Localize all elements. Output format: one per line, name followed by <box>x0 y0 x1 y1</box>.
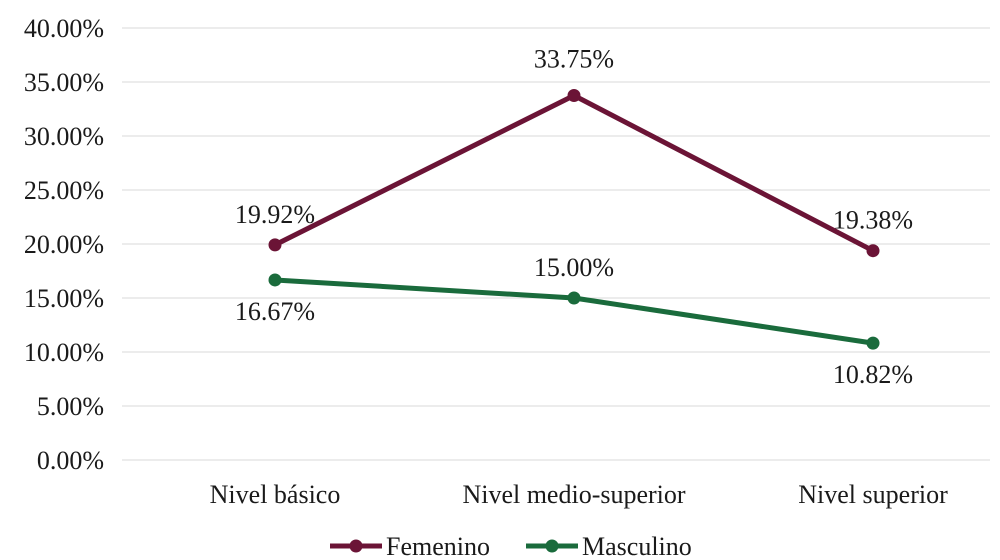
series-line <box>272 93 876 254</box>
data-point <box>567 89 581 102</box>
series-femenino <box>268 89 880 258</box>
data-label: 10.82% <box>833 360 913 389</box>
legend-item-masculino: Masculino <box>526 532 692 560</box>
grid-lines <box>122 27 990 461</box>
legend-item-femenino: Femenino <box>330 532 490 560</box>
y-axis-tick-labels: 0.00% 5.00% 10.00% 15.00% 20.00% 25.00% 30.00%… <box>24 14 104 475</box>
y-tick-label: 10.00% <box>24 338 104 367</box>
y-tick-label: 25.00% <box>24 176 104 205</box>
data-label: 19.92% <box>235 200 315 229</box>
data-label: 16.67% <box>235 297 315 326</box>
legend: Femenino Masculino <box>330 532 692 560</box>
legend-marker <box>545 539 559 553</box>
x-tick-label: Nivel medio-superior <box>462 480 685 509</box>
y-tick-label: 35.00% <box>24 68 104 97</box>
legend-label: Femenino <box>386 532 490 560</box>
data-point <box>866 336 880 350</box>
data-labels: 19.92% 33.75% 19.38% 16.67% 15.00% 10.82% <box>235 45 913 390</box>
data-label: 33.75% <box>534 45 614 74</box>
data-point <box>567 291 581 305</box>
y-tick-label: 0.00% <box>37 446 104 475</box>
x-tick-label: Nivel superior <box>798 480 948 509</box>
legend-label: Masculino <box>582 532 692 560</box>
y-tick-label: 5.00% <box>37 392 104 421</box>
x-tick-label: Nivel básico <box>210 480 341 509</box>
legend-marker <box>349 539 363 553</box>
series-masculino <box>268 273 880 350</box>
data-point <box>268 273 282 287</box>
series-line <box>272 277 876 346</box>
y-tick-label: 40.00% <box>24 14 104 43</box>
x-axis-tick-labels: Nivel básico Nivel medio-superior Nivel su… <box>210 480 948 509</box>
y-tick-label: 20.00% <box>24 230 104 259</box>
data-point <box>866 244 880 258</box>
data-label: 15.00% <box>534 253 614 282</box>
series-layer <box>268 89 880 350</box>
data-label: 19.38% <box>833 206 913 235</box>
y-tick-label: 15.00% <box>24 284 104 313</box>
y-tick-label: 30.00% <box>24 122 104 151</box>
data-point <box>268 238 282 252</box>
